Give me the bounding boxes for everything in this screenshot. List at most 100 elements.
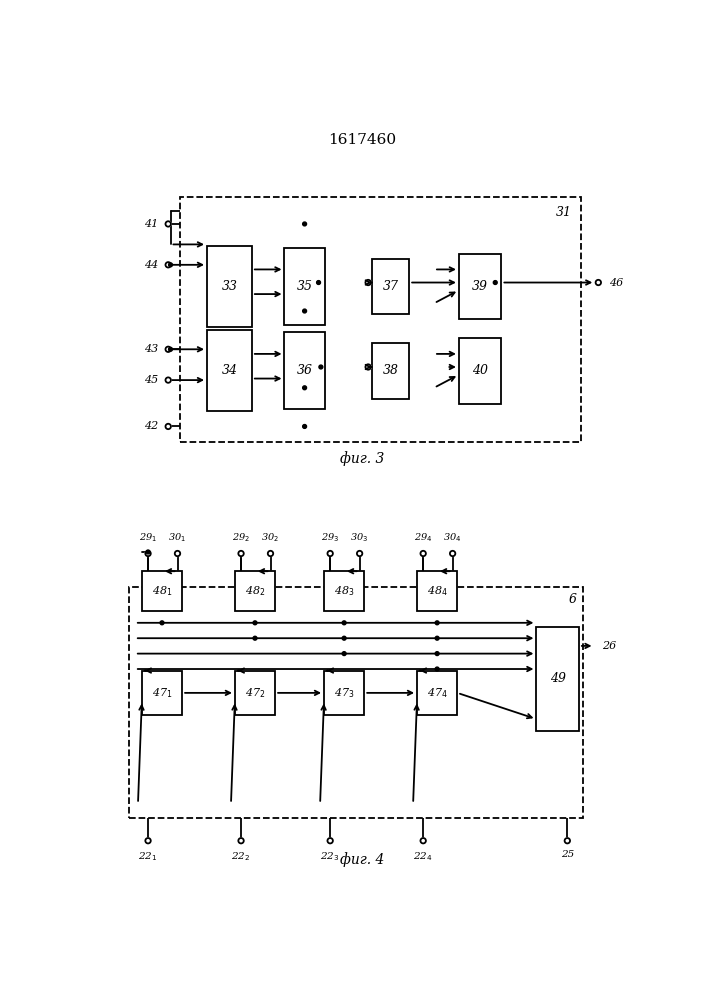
Text: 6: 6	[568, 593, 577, 606]
Circle shape	[165, 424, 171, 429]
Circle shape	[450, 551, 455, 556]
Circle shape	[366, 364, 371, 370]
Text: 48$_4$: 48$_4$	[427, 584, 448, 598]
Bar	[459, 254, 501, 319]
Circle shape	[342, 636, 346, 640]
Text: 30$_3$: 30$_3$	[351, 531, 369, 544]
Circle shape	[342, 621, 346, 625]
Text: 48$_1$: 48$_1$	[152, 584, 173, 598]
Circle shape	[565, 838, 570, 843]
Text: 29$_1$: 29$_1$	[139, 531, 157, 544]
Circle shape	[319, 365, 323, 369]
Bar	[459, 338, 501, 404]
Text: 29$_3$: 29$_3$	[321, 531, 339, 544]
Circle shape	[366, 280, 371, 285]
Bar	[417, 571, 457, 611]
Circle shape	[327, 551, 333, 556]
Text: 43: 43	[144, 344, 158, 354]
Circle shape	[168, 263, 173, 267]
Bar	[537, 627, 579, 731]
Text: 47$_1$: 47$_1$	[152, 686, 173, 700]
Circle shape	[175, 551, 180, 556]
Text: 38: 38	[382, 364, 399, 377]
Circle shape	[421, 551, 426, 556]
Circle shape	[327, 838, 333, 843]
Text: 22$_3$: 22$_3$	[320, 850, 340, 863]
Circle shape	[268, 551, 273, 556]
Text: 46: 46	[609, 278, 624, 288]
Text: 42: 42	[144, 421, 158, 431]
Text: 49: 49	[549, 672, 566, 685]
Circle shape	[165, 262, 171, 268]
Text: 37: 37	[382, 280, 399, 293]
Circle shape	[421, 838, 426, 843]
Bar	[235, 671, 275, 715]
Circle shape	[146, 550, 150, 554]
Text: 34: 34	[221, 364, 238, 377]
Text: 33: 33	[221, 280, 238, 293]
Circle shape	[168, 347, 173, 351]
Text: 41: 41	[144, 219, 158, 229]
Text: 29$_2$: 29$_2$	[232, 531, 250, 544]
Circle shape	[436, 667, 439, 671]
Circle shape	[436, 621, 439, 625]
Text: 25: 25	[561, 850, 574, 859]
Circle shape	[160, 621, 164, 625]
Circle shape	[253, 621, 257, 625]
Text: 45: 45	[144, 375, 158, 385]
Text: 35: 35	[297, 280, 312, 293]
Bar	[284, 248, 325, 325]
Text: 47$_4$: 47$_4$	[427, 686, 448, 700]
Bar	[324, 671, 364, 715]
Text: 30$_4$: 30$_4$	[443, 531, 462, 544]
Circle shape	[165, 221, 171, 227]
Text: 31: 31	[556, 206, 572, 219]
Bar	[142, 571, 182, 611]
Circle shape	[303, 386, 307, 390]
Text: 22$_1$: 22$_1$	[139, 850, 158, 863]
Text: 36: 36	[297, 364, 312, 377]
Text: 30$_1$: 30$_1$	[168, 531, 187, 544]
Text: 29$_4$: 29$_4$	[414, 531, 433, 544]
Circle shape	[436, 636, 439, 640]
Circle shape	[436, 652, 439, 656]
Circle shape	[303, 425, 307, 428]
Bar	[324, 571, 364, 611]
Circle shape	[303, 309, 307, 313]
Text: фиг. 3: фиг. 3	[340, 451, 384, 466]
Circle shape	[357, 551, 363, 556]
Circle shape	[146, 551, 151, 556]
Circle shape	[253, 636, 257, 640]
Circle shape	[342, 652, 346, 656]
Bar	[180, 197, 581, 442]
Circle shape	[595, 280, 601, 285]
Bar	[207, 330, 252, 411]
Text: 40: 40	[472, 364, 488, 377]
Bar	[372, 259, 409, 314]
Circle shape	[238, 838, 244, 843]
Bar	[417, 671, 457, 715]
Bar	[372, 343, 409, 399]
Bar	[235, 571, 275, 611]
Bar	[284, 332, 325, 409]
Text: 47$_3$: 47$_3$	[334, 686, 354, 700]
Text: 44: 44	[144, 260, 158, 270]
Circle shape	[165, 347, 171, 352]
Text: 22$_4$: 22$_4$	[414, 850, 433, 863]
Text: 48$_2$: 48$_2$	[245, 584, 265, 598]
Text: 47$_2$: 47$_2$	[245, 686, 265, 700]
Circle shape	[165, 377, 171, 383]
Text: 48$_3$: 48$_3$	[334, 584, 354, 598]
Circle shape	[146, 838, 151, 843]
Text: 30$_2$: 30$_2$	[262, 531, 279, 544]
Text: 22$_2$: 22$_2$	[231, 850, 251, 863]
Circle shape	[303, 222, 307, 226]
Text: 1617460: 1617460	[328, 133, 396, 147]
Bar	[142, 671, 182, 715]
Circle shape	[238, 551, 244, 556]
Bar	[129, 587, 583, 818]
Text: фиг. 4: фиг. 4	[340, 852, 384, 867]
Text: 39: 39	[472, 280, 488, 293]
Bar	[207, 246, 252, 327]
Text: 26: 26	[602, 641, 617, 651]
